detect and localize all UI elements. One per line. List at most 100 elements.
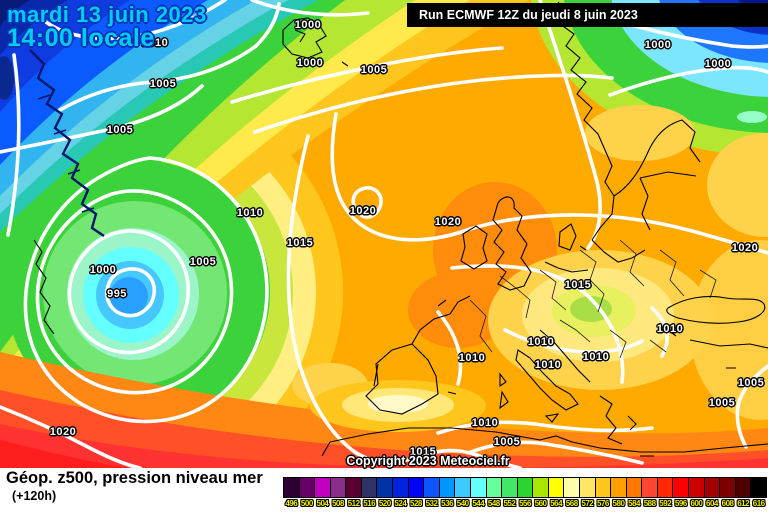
weather-map: 1010 1005 1005 1000 1000 1005 1000 1000 1005 1000… xyxy=(0,0,768,497)
colorbar-value: 560 xyxy=(534,499,547,508)
isobar-label: 1000 xyxy=(704,58,732,70)
isobar-label: 1000 xyxy=(89,264,117,276)
colorbar-value: 532 xyxy=(425,499,438,508)
colorbar-cell xyxy=(454,477,471,498)
isobar-label: 1005 xyxy=(737,377,765,389)
colorbar-value: 548 xyxy=(487,499,500,508)
colorbar-value: 568 xyxy=(565,499,578,508)
isobar-label-layer: 1010 1005 1005 1000 1000 1005 1000 1000 1005 1000… xyxy=(49,19,765,458)
colorbar-cell xyxy=(656,477,674,498)
isobar-label: 1005 xyxy=(493,436,521,448)
colorbar-cell xyxy=(578,477,596,498)
isobar-label: 1015 xyxy=(564,279,592,291)
isobar-label: 1010 xyxy=(458,352,486,364)
colorbar-cell xyxy=(298,477,316,498)
forecast-step: (+120h) xyxy=(12,489,57,503)
colorbar-cell xyxy=(360,477,378,498)
isobar-label: 1015 xyxy=(409,446,437,458)
colorbar-cell xyxy=(719,477,736,498)
isobar-label: 1005 xyxy=(360,64,388,76)
colorbar-cell xyxy=(563,477,580,498)
isobar-label: 1000 xyxy=(294,19,322,31)
colorbar-value: 588 xyxy=(643,499,656,508)
colorbar-cell xyxy=(594,477,612,498)
model-run-box: Run ECMWF 12Z du jeudi 8 juin 2023 xyxy=(407,3,768,27)
isobar-label: 1010 xyxy=(236,207,264,219)
colorbar-cell xyxy=(625,477,643,498)
coastlines xyxy=(29,1,768,457)
copyright-text: Copyright 2023 Meteociel.fr xyxy=(346,454,510,468)
colorbar-value: 504 xyxy=(316,499,329,508)
weather-map-svg xyxy=(0,0,768,497)
colorbar-value: 604 xyxy=(706,499,718,508)
colorbar-value: 600 xyxy=(690,499,703,508)
colorbar-cell xyxy=(688,477,705,498)
valid-date-text: mardi 13 juin 2023 xyxy=(7,2,207,27)
colorbar-value: 536 xyxy=(441,499,454,508)
colorbar-value: 520 xyxy=(378,499,391,508)
isobar-label: 1005 xyxy=(189,256,217,268)
colorbar-value: 512 xyxy=(347,499,360,508)
colorbar-value: 564 xyxy=(550,499,563,508)
isobar-label: 1010 xyxy=(141,37,169,49)
colorbar-value: 572 xyxy=(581,499,594,508)
isobar-label: 1020 xyxy=(434,216,462,228)
colorbar-value: 540 xyxy=(456,499,469,508)
isobar-label: 1010 xyxy=(656,323,684,335)
colorbar-cell xyxy=(734,477,752,498)
colorbar-cell xyxy=(423,477,440,498)
isobar-label: 995 xyxy=(107,288,127,300)
colorbar-cell xyxy=(485,477,503,498)
isobar-label: 1000 xyxy=(296,57,324,69)
colorbar-cell xyxy=(516,477,534,498)
colorbar-value: 580 xyxy=(612,499,625,508)
colorbar-value: 576 xyxy=(596,499,609,508)
colorbar-value: 544 xyxy=(472,499,485,508)
isobar-label: 1020 xyxy=(49,426,77,438)
colorbar-cell xyxy=(703,477,721,498)
valid-hour-text: 14:00 locale xyxy=(7,24,155,53)
isobar-label: 1020 xyxy=(349,205,377,217)
isobar-label: 1010 xyxy=(582,351,610,363)
colorbar-cell xyxy=(750,477,767,498)
footer-bar: Géop. z500, pression niveau mer (+120h) … xyxy=(0,468,768,512)
colorbar-cell xyxy=(469,477,487,498)
colorbar-cell xyxy=(438,477,456,498)
isobar-label: 1005 xyxy=(106,124,134,136)
isobar-label: 1020 xyxy=(731,242,759,254)
colorbar-value: 500 xyxy=(300,499,313,508)
colorbar-value: 616 xyxy=(752,499,765,508)
colorbar-cell xyxy=(376,477,394,498)
isobar-label: 1010 xyxy=(527,336,555,348)
colorbar-value: 608 xyxy=(721,499,734,508)
isobar-label: 1010 xyxy=(534,359,562,371)
colorbar-cell xyxy=(672,477,690,498)
colorbar-cell xyxy=(314,477,331,498)
isobar-label: 1015 xyxy=(286,237,314,249)
isobar-label: 1010 xyxy=(471,417,499,429)
colorbar-cell xyxy=(501,477,518,498)
colorbar-value: 584 xyxy=(628,499,640,508)
colorbar-value: 592 xyxy=(659,499,672,508)
colorbar-value: 528 xyxy=(409,499,422,508)
colorbar-value: 524 xyxy=(394,499,407,508)
colorbar-value: 496 xyxy=(285,499,298,508)
colorbar-cell xyxy=(532,477,549,498)
colorbar-cell xyxy=(392,477,409,498)
isobar-label: 1005 xyxy=(149,78,177,90)
colorbar-value: 596 xyxy=(674,499,687,508)
model-run-text: Run ECMWF 12Z du jeudi 8 juin 2023 xyxy=(419,8,638,22)
colorbar-cell xyxy=(641,477,658,498)
colorbar-value: 552 xyxy=(503,499,516,508)
colorbar-value: 508 xyxy=(332,499,344,508)
colorbar-cell xyxy=(547,477,565,498)
colorbar-value: 556 xyxy=(519,499,531,508)
isobar-label: 1000 xyxy=(644,39,672,51)
colorbar-cell xyxy=(283,477,300,498)
colorbar-cell xyxy=(610,477,627,498)
colorbar-value: 612 xyxy=(737,499,750,508)
valid-time-block: mardi 13 juin 2023 14:00 locale xyxy=(7,2,207,53)
colorbar-cell xyxy=(407,477,425,498)
colorbar xyxy=(283,477,767,498)
